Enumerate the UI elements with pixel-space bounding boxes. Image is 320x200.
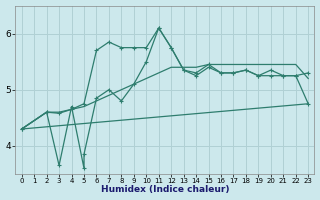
X-axis label: Humidex (Indice chaleur): Humidex (Indice chaleur) <box>101 185 229 194</box>
